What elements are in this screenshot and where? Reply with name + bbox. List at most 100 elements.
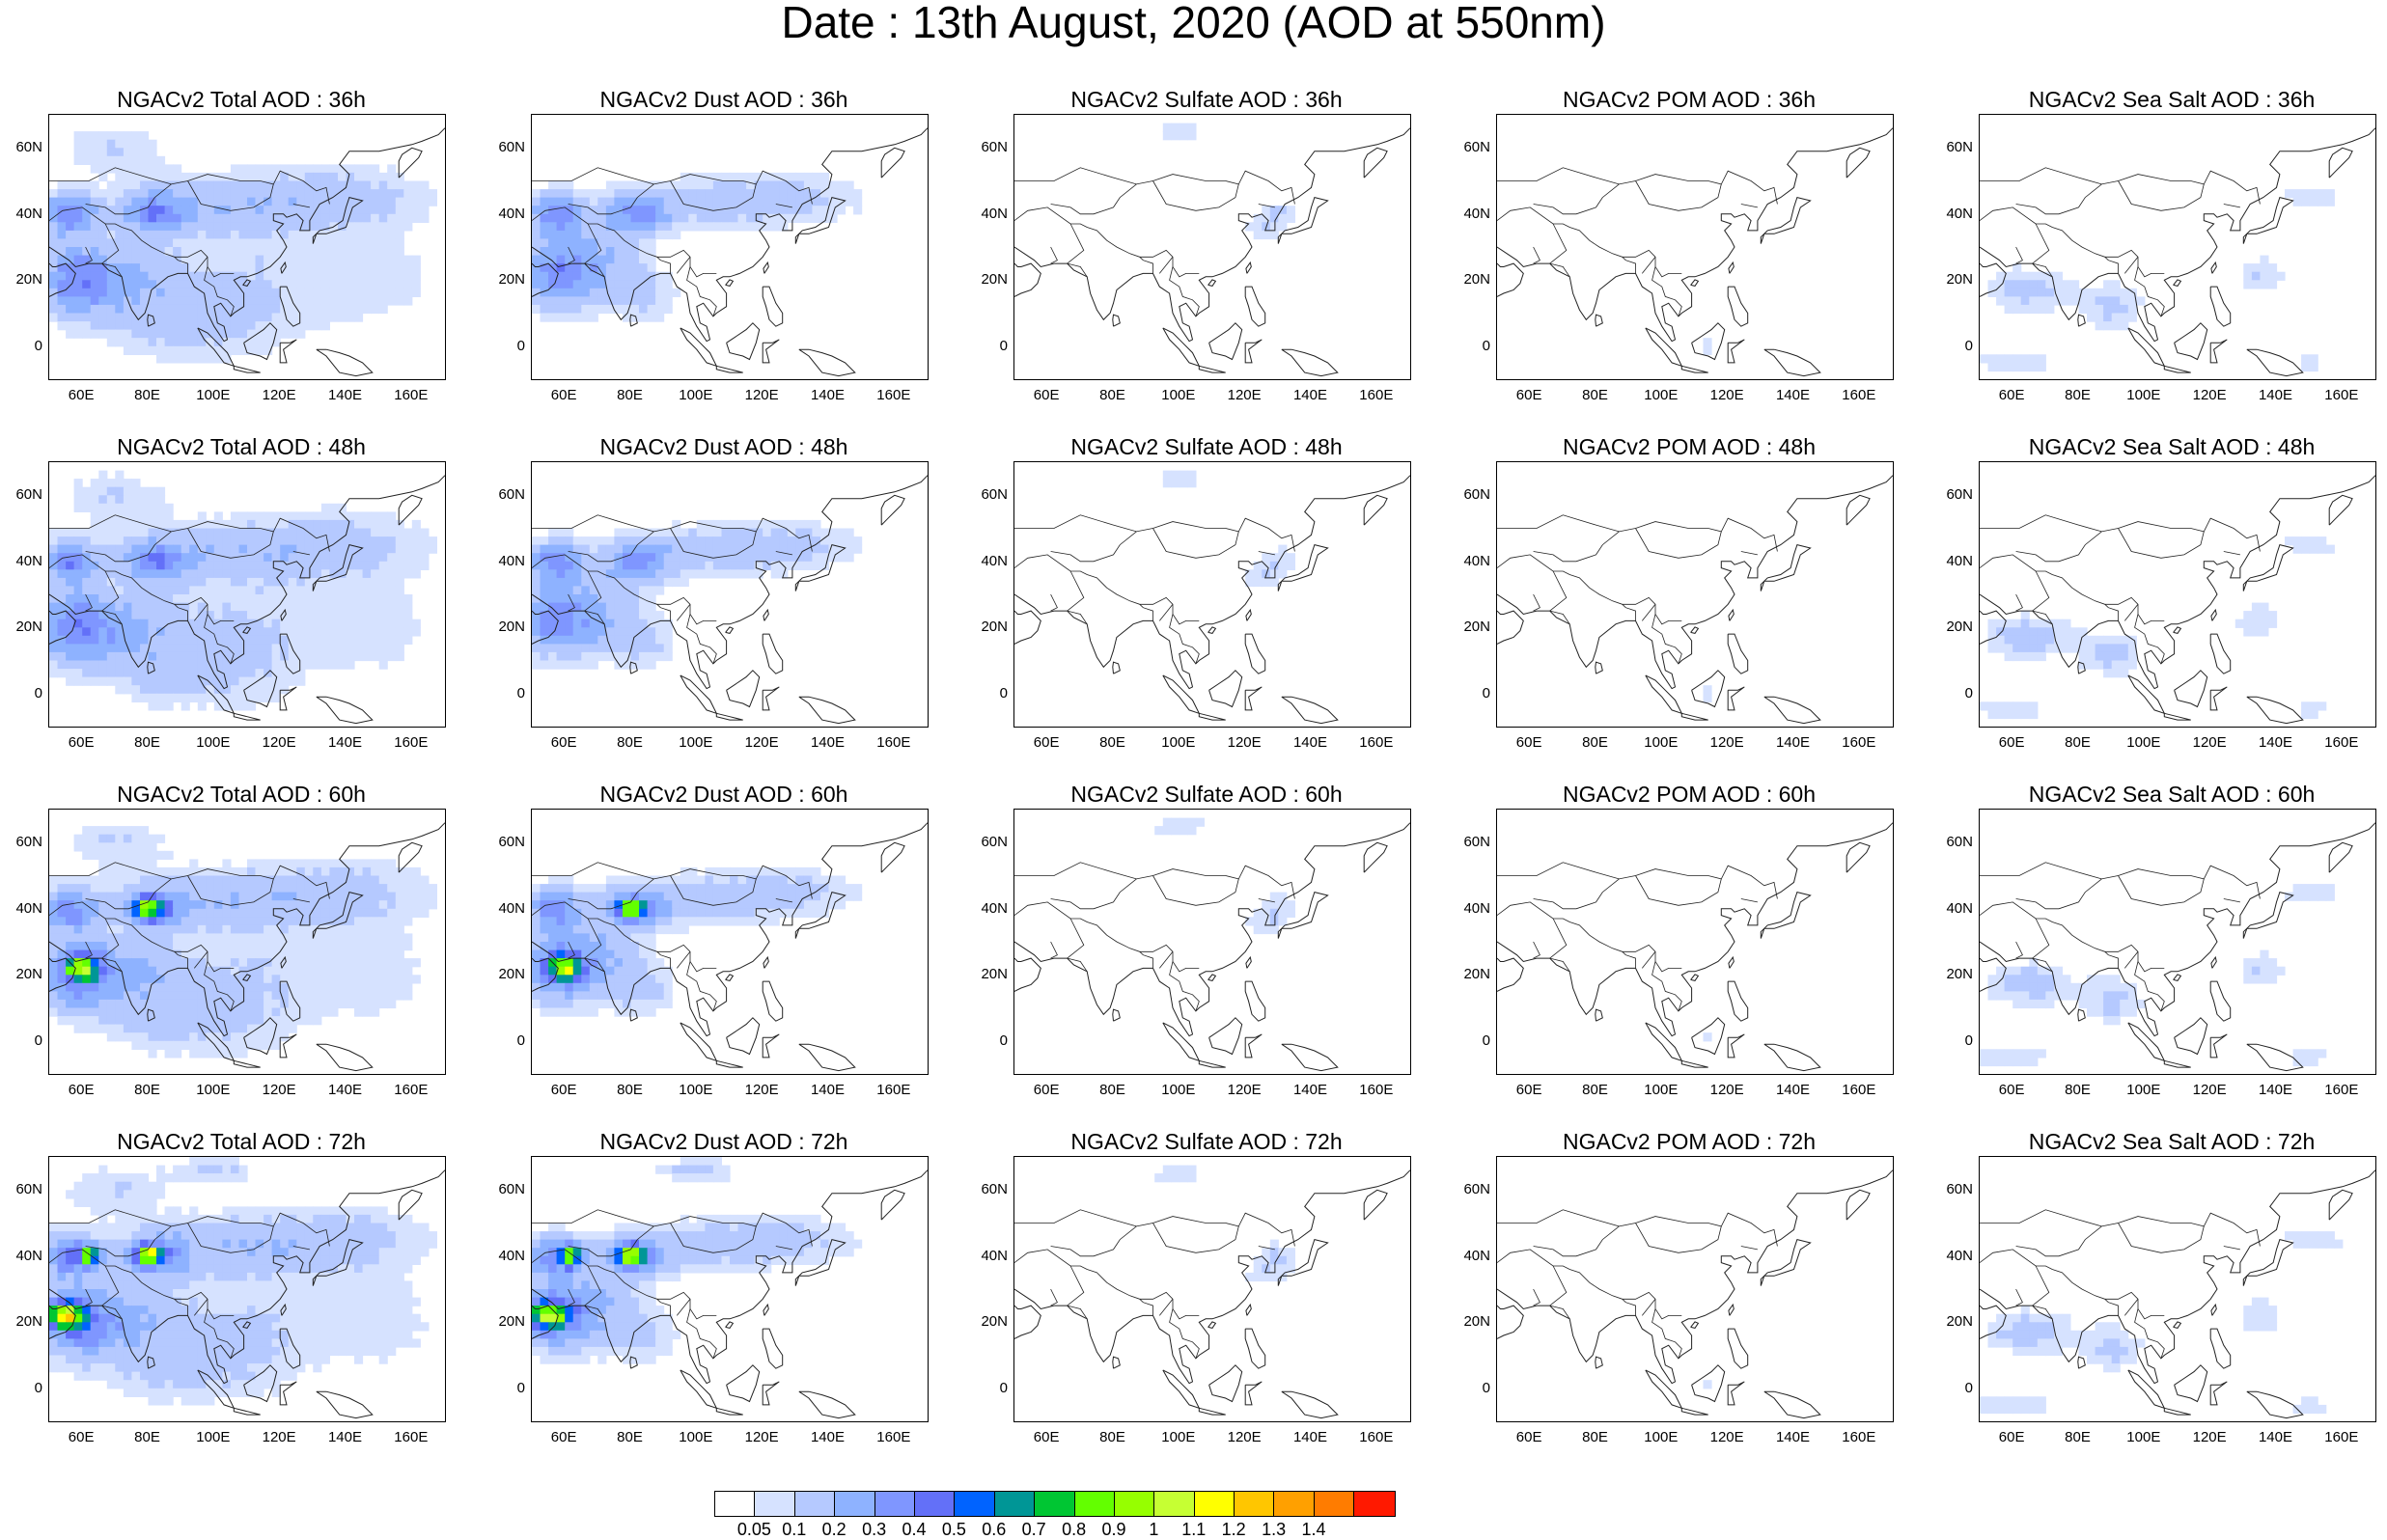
aod-cell [180,627,190,637]
aod-cell [222,172,232,182]
aod-cell [313,908,322,918]
aod-cell [106,213,116,223]
country-border [670,875,757,906]
aod-cell [123,263,132,273]
aod-cell [148,345,157,355]
aod-cell [131,569,141,579]
aod-cell [837,528,847,537]
aod-cell [106,586,116,595]
aod-cell [271,1032,281,1042]
aod-cell [428,892,437,901]
aod-cell [2111,635,2121,645]
aod-cell [1253,213,1263,223]
country-border [204,614,235,665]
country-border [568,878,654,910]
aod-cell [247,206,257,215]
aod-cell [230,991,239,1001]
aod-cell [90,908,99,918]
aod-cell [387,999,397,1009]
aod-cell [428,189,437,199]
aod-cell [49,230,59,240]
aod-cell [754,875,763,885]
aod-cell [581,271,591,281]
aod-cell [565,561,574,570]
aod-cell [73,238,83,248]
coastline [762,633,784,674]
aod-cell [420,908,430,918]
aod-cell [746,884,756,894]
aod-cell [597,924,607,935]
aod-cell [746,197,756,206]
aod-cell [589,619,598,628]
aod-cell [115,206,125,215]
aod-cell [572,966,582,976]
aod-cell [247,594,257,604]
aod-cell [338,859,347,868]
aod-cell [131,635,141,645]
aod-cell [2292,197,2302,206]
aod-cell [140,660,150,670]
aod-cell [354,966,364,976]
coastline [1760,197,1812,244]
aod-cell [1245,222,1255,232]
aod-cell [329,594,339,604]
aod-cell [222,189,232,199]
coastline [2209,686,2228,711]
aod-cell [90,975,99,984]
aod-cell [148,519,157,530]
aod-cell [320,222,330,232]
aod-cell [812,866,821,877]
aod-cell [280,924,290,935]
map-area [1013,114,1411,380]
aod-cell [803,172,813,182]
aod-cell [230,949,239,959]
aod-cell [140,511,150,521]
aod-cell [247,586,257,595]
aod-cell [387,611,397,620]
aod-cell [1996,354,2006,364]
aod-cell [206,313,215,322]
aod-cell [82,942,92,951]
lat-tick-label: 0 [34,684,42,701]
country-border [2134,266,2165,317]
aod-cell [705,892,714,901]
country-border [568,941,575,959]
aod-cell [255,958,264,968]
country-border [85,246,93,264]
aod-cell [131,511,141,521]
aod-cell [338,942,347,951]
aod-cell [572,660,582,670]
aod-cell [213,255,223,264]
aod-cell [532,908,541,918]
aod-cell [131,247,141,257]
aod-cell [589,561,598,570]
aod-cell [140,197,150,206]
aod-cell [280,966,290,976]
aod-cell [73,479,83,488]
lat-tick-label: 20N [15,619,42,636]
aod-cell [812,908,821,918]
aod-cell [164,949,174,959]
aod-cell [803,519,813,530]
aod-cell [98,230,108,240]
aod-cell [532,280,541,289]
aod-cell [140,329,150,339]
coastline [1691,670,1726,708]
aod-cell [57,544,67,554]
aod-cell [271,313,281,322]
aod-cell [371,884,380,894]
coastline [1727,286,1749,327]
aod-cell [647,651,656,662]
aod-cell [206,180,215,190]
aod-cell [2087,635,2096,645]
aod-cell [296,660,306,670]
aod-cell [639,536,649,546]
aod-cell [140,148,150,157]
coastline [2246,696,2304,725]
aod-cell [371,213,380,223]
aod-cell [66,1016,75,1026]
aod-cell [222,304,232,315]
aod-cell [581,991,591,1001]
aod-cell [197,553,207,563]
aod-cell [572,892,582,901]
